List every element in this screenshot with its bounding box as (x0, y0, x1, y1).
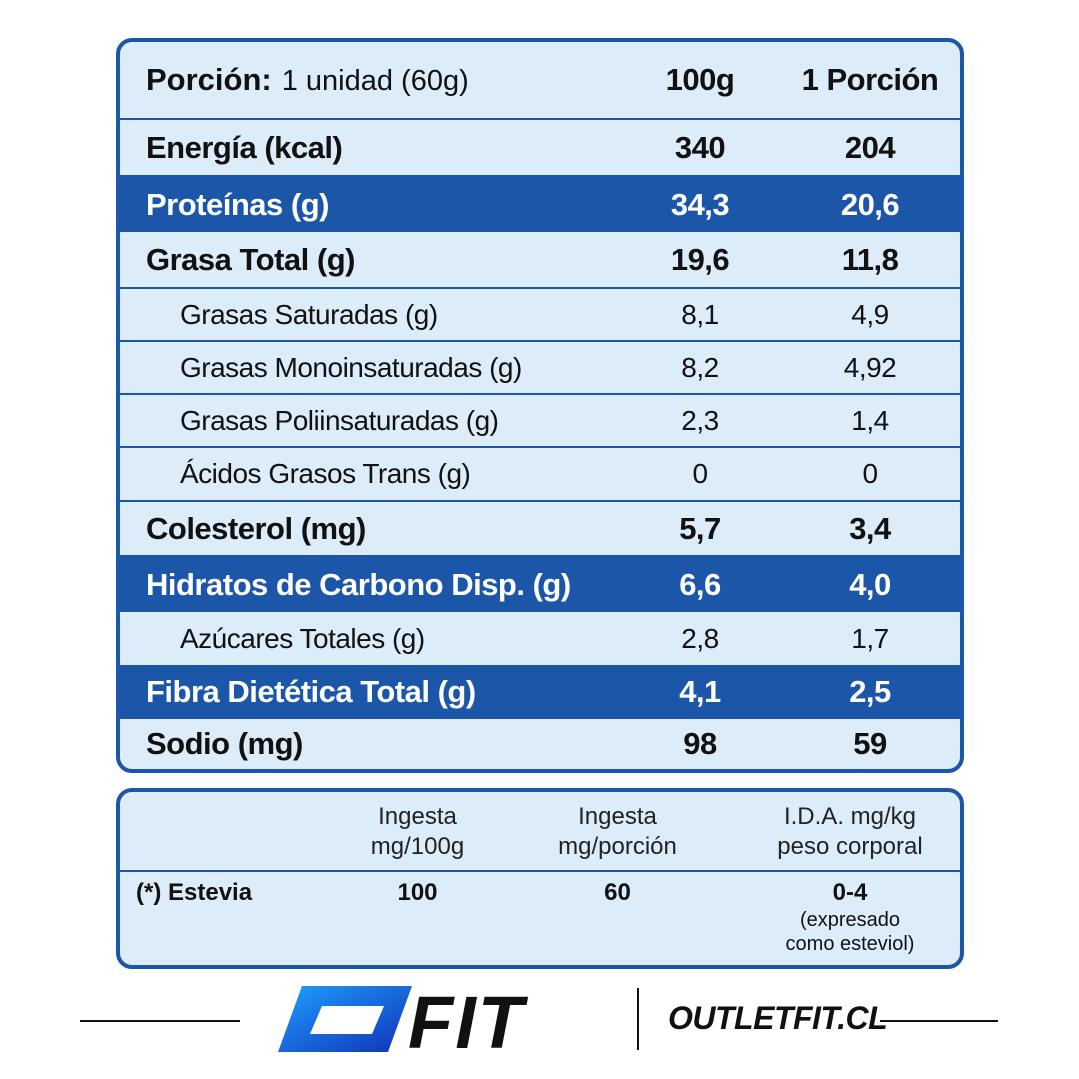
nutrition-table: Porción: 1 unidad (60g) 100g 1 Porción En… (116, 38, 964, 773)
row-value-100g: 8,2 (681, 351, 719, 383)
row-proteinas: Proteínas (g) 34,3 20,6 (120, 177, 960, 232)
header-row: Porción: 1 unidad (60g) 100g 1 Porción (120, 42, 960, 120)
row-value-portion: 2,5 (849, 674, 891, 709)
row-value-100g: 0 (692, 458, 708, 489)
row-value-100g: 19,6 (670, 241, 730, 277)
row-value-100g: 6,6 (679, 566, 721, 602)
row-label: Fibra Dietética Total (g) (146, 674, 476, 709)
row-colesterol: Colesterol (mg) 5,7 3,4 (120, 502, 960, 557)
row-value-portion: 0 (862, 458, 878, 489)
sweetener-note: como esteviol) (785, 933, 915, 955)
row-label: Azúcares Totales (g) (180, 622, 425, 654)
col-header-portion: 1 Porción (801, 62, 939, 97)
row-value-portion: 20,6 (840, 186, 900, 222)
sweetener-intake-portion: 60 (604, 879, 631, 906)
row-value-100g: 5,7 (679, 510, 721, 546)
row-azucares: Azúcares Totales (g) 2,8 1,7 (120, 612, 960, 665)
sweetener-ida: 0-4 (expresado como esteviol) (750, 878, 950, 956)
row-value-portion: 4,92 (843, 351, 897, 383)
row-energia: Energía (kcal) 340 204 (120, 120, 960, 177)
row-hidratos: Hidratos de Carbono Disp. (g) 6,6 4,0 (120, 557, 960, 612)
sweetener-intake-100g: 100 (397, 879, 438, 906)
footer-divider (637, 988, 639, 1050)
row-label: Grasas Saturadas (g) (180, 298, 438, 330)
row-label: Hidratos de Carbono Disp. (g) (146, 566, 571, 602)
logo-mark-icon (278, 986, 412, 1052)
site-url[interactable]: OUTLETFIT.CL (668, 1000, 888, 1036)
row-value-portion: 3,4 (849, 510, 891, 546)
col-header-100g: 100g (665, 62, 735, 97)
serving-label: Porción: (146, 62, 272, 97)
logo-brand-text: FIT (408, 981, 529, 1060)
footer-line-right (880, 1020, 998, 1022)
row-value-portion: 204 (844, 129, 896, 165)
footer-line-left (80, 1020, 240, 1022)
header-ida: I.D.A. mg/kg peso corporal (777, 803, 923, 860)
row-label: Grasas Monoinsaturadas (g) (180, 351, 522, 383)
row-label: Colesterol (mg) (146, 510, 366, 546)
serving-value: 1 unidad (60g) (281, 65, 469, 97)
row-value-100g: 98 (683, 726, 717, 761)
sweetener-header: Ingesta mg/100g Ingesta mg/porción I.D.A… (120, 792, 960, 872)
row-grasas-monoinsaturadas: Grasas Monoinsaturadas (g) 8,2 4,92 (120, 342, 960, 395)
header-intake-portion: Ingesta mg/porción (558, 803, 677, 860)
row-value-portion: 1,7 (851, 622, 889, 654)
row-label: Sodio (mg) (146, 726, 303, 761)
row-label: Energía (kcal) (146, 129, 343, 165)
row-label: Ácidos Grasos Trans (g) (180, 458, 471, 489)
row-grasas-poliinsaturadas: Grasas Poliinsaturadas (g) 2,3 1,4 (120, 395, 960, 448)
sweetener-name: (*) Estevia (136, 879, 253, 906)
row-fibra: Fibra Dietética Total (g) 4,1 2,5 (120, 665, 960, 719)
row-value-portion: 11,8 (841, 241, 899, 277)
row-grasa-total: Grasa Total (g) 19,6 11,8 (120, 232, 960, 289)
row-acidos-grasos-trans: Ácidos Grasos Trans (g) 0 0 (120, 448, 960, 502)
sweetener-table: Ingesta mg/100g Ingesta mg/porción I.D.A… (116, 788, 964, 969)
row-value-100g: 4,1 (679, 674, 721, 709)
row-value-portion: 59 (853, 726, 887, 761)
row-value-portion: 4,0 (849, 566, 891, 602)
row-value-100g: 2,3 (681, 404, 719, 436)
row-value-100g: 34,3 (670, 186, 730, 222)
row-label: Grasas Poliinsaturadas (g) (180, 404, 499, 436)
row-grasas-saturadas: Grasas Saturadas (g) 8,1 4,9 (120, 289, 960, 342)
row-sodio: Sodio (mg) 98 59 (120, 719, 960, 769)
sweetener-note: (expresado (799, 909, 901, 931)
row-value-100g: 2,8 (681, 622, 719, 654)
row-value-portion: 4,9 (851, 298, 889, 330)
row-label: Grasa Total (g) (146, 241, 355, 277)
row-value-portion: 1,4 (851, 404, 889, 436)
brand-logo: FIT (278, 981, 529, 1060)
row-label: Proteínas (g) (146, 186, 329, 222)
footer: FIT OUTLETFIT.CL (0, 980, 1079, 1070)
row-value-100g: 340 (674, 129, 726, 165)
header-intake-100g: Ingesta mg/100g (370, 803, 465, 860)
sweetener-ida-value: 0-4 (832, 879, 868, 906)
sweetener-row: (*) Estevia 100 60 0-4 (expresado como e… (120, 872, 960, 965)
row-value-100g: 8,1 (681, 298, 719, 330)
